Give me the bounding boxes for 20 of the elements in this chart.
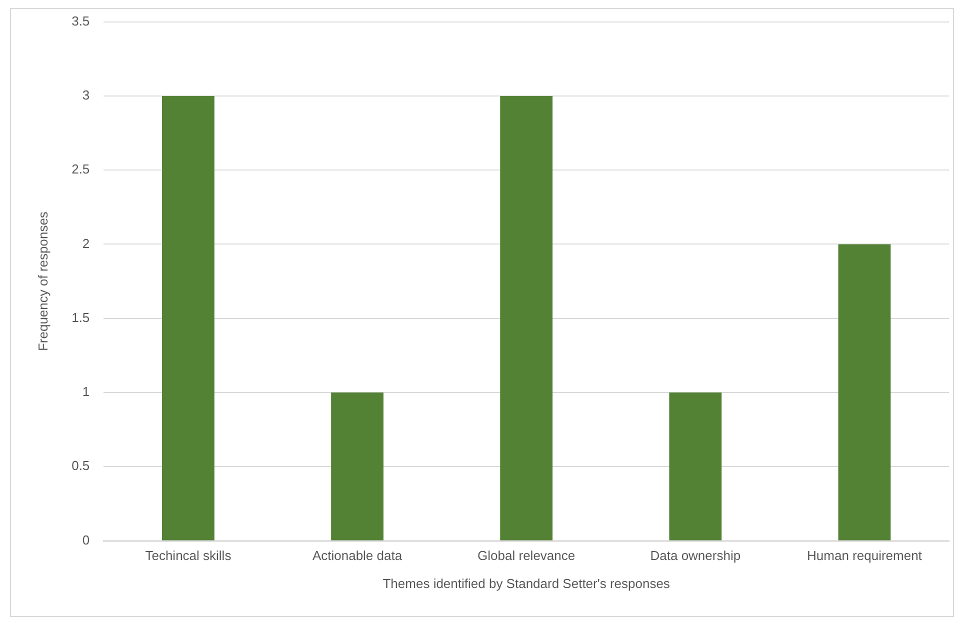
- y-tick-label: 0.5: [72, 458, 90, 474]
- y-tick-label: 1.5: [72, 310, 90, 325]
- bar: [500, 96, 553, 540]
- bar: [669, 392, 722, 540]
- bar: [838, 244, 891, 540]
- y-tick-label: 0: [82, 532, 90, 548]
- y-axis-title: Frequency of responses: [35, 211, 50, 352]
- bar: [331, 392, 384, 540]
- x-tick-label: Actionable data: [312, 548, 403, 564]
- x-tick-label: Human requirement: [807, 548, 922, 564]
- x-tick-label: Data ownership: [650, 548, 741, 564]
- y-tick-label: 3: [82, 88, 90, 103]
- y-tick-label: 2.5: [72, 162, 90, 177]
- x-axis-title: Themes identified by Standard Setter's responses: [382, 576, 670, 591]
- y-tick-label: 1: [82, 384, 90, 400]
- x-tick-label: Techincal skills: [145, 548, 232, 564]
- y-tick-label: 3.5: [72, 13, 90, 28]
- x-tick-label: Global relevance: [478, 548, 576, 564]
- y-tick-label: 2: [82, 236, 90, 251]
- bar: [162, 96, 214, 540]
